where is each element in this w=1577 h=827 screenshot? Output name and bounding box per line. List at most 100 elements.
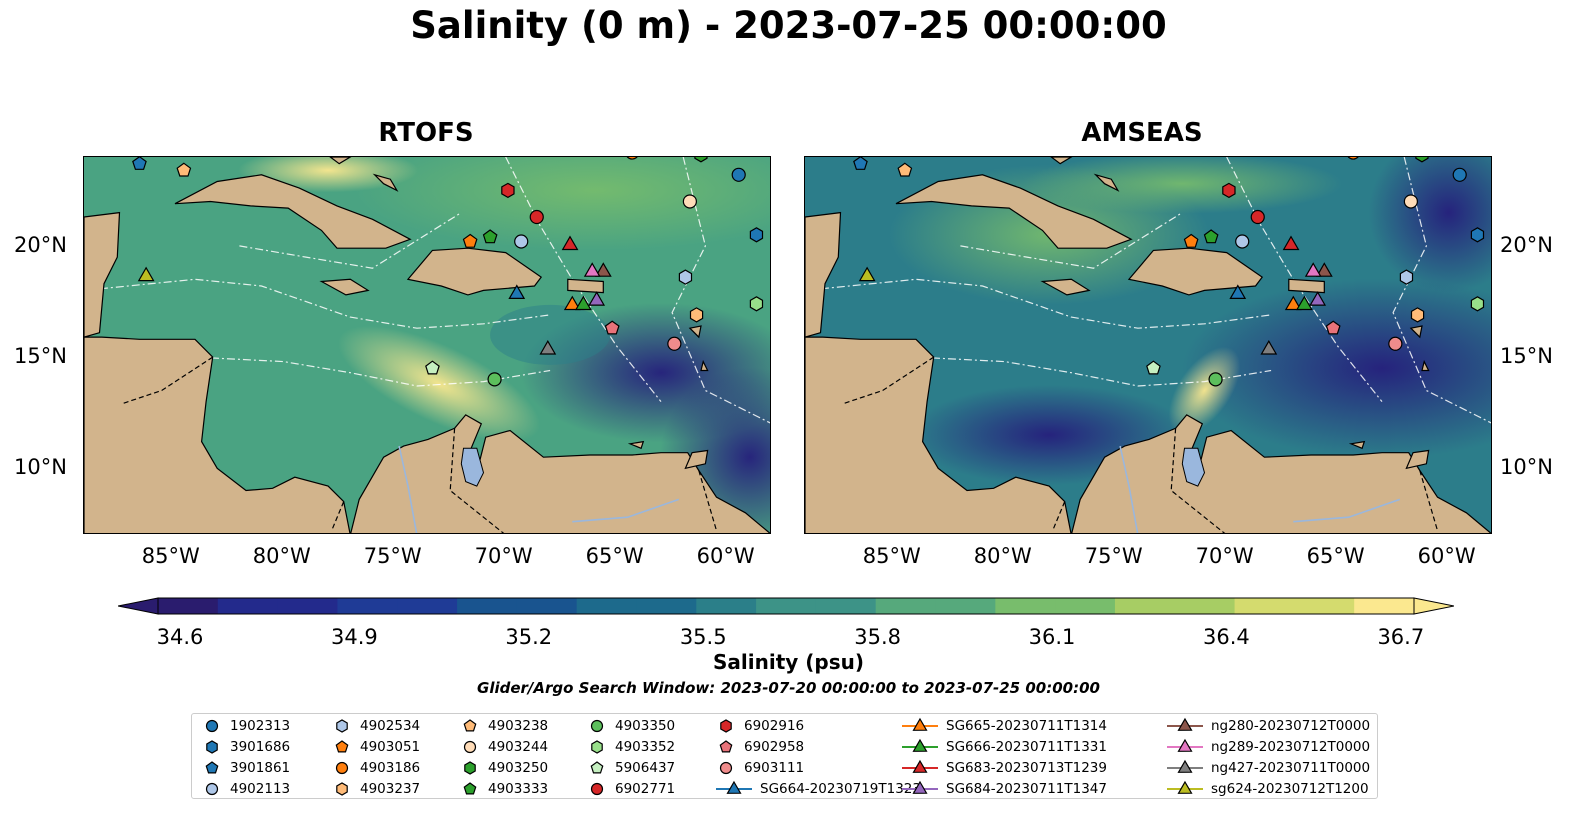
platform-marker-6902916 bbox=[1222, 182, 1236, 199]
triangle-icon bbox=[902, 780, 938, 794]
legend-label: 1902313 bbox=[230, 717, 291, 734]
legend-item: 1902313 bbox=[202, 715, 290, 736]
search-window-note: Glider/Argo Search Window: 2023-07-20 00… bbox=[477, 679, 1100, 697]
legend-label: SG664-20230719T1323 bbox=[760, 780, 921, 797]
legend-item: SG666-20230711T1331 bbox=[902, 736, 1107, 757]
legend-item: 4903237 bbox=[332, 778, 420, 799]
colorbar-bin bbox=[756, 598, 817, 614]
triangle-icon bbox=[1167, 717, 1203, 731]
legend-item: SG664-20230719T1323 bbox=[716, 778, 921, 799]
colorbar-bin bbox=[1174, 598, 1236, 614]
platform-marker-6903111 bbox=[667, 336, 682, 351]
triangle-icon bbox=[716, 780, 752, 794]
legend-label: 6902916 bbox=[744, 717, 805, 734]
legend-item: 6902771 bbox=[587, 778, 675, 799]
legend-label: ng289-20230712T0000 bbox=[1211, 738, 1371, 755]
platform-marker-6902958 bbox=[1325, 320, 1341, 335]
land-hispaniola bbox=[1127, 247, 1264, 296]
pentagon-icon bbox=[463, 781, 477, 794]
land-yucatan bbox=[84, 211, 121, 338]
legend-label: 6902771 bbox=[615, 780, 676, 797]
triangle-icon bbox=[902, 717, 938, 731]
legend-label: 4902534 bbox=[360, 717, 421, 734]
platform-marker-ng289-20230712T0000 bbox=[1304, 262, 1322, 277]
platform-marker-SG664-20230719T1323 bbox=[508, 284, 526, 299]
hexagon-icon bbox=[720, 718, 732, 733]
land-lesser2 bbox=[1409, 325, 1423, 339]
legend-item: 4903186 bbox=[332, 757, 420, 778]
platform-marker-4903238 bbox=[176, 162, 192, 177]
colorbar-bin bbox=[1055, 598, 1116, 614]
platform-marker-4903244 bbox=[682, 194, 697, 209]
legend-item: ng289-20230712T0000 bbox=[1167, 736, 1370, 757]
platform-marker-6903111 bbox=[1388, 336, 1403, 351]
land-hispaniola bbox=[406, 247, 543, 296]
lake-maracaibo bbox=[1181, 447, 1206, 487]
platform-marker-6902958 bbox=[604, 320, 620, 335]
amseas-lon-tick: 85°W bbox=[862, 544, 921, 568]
circle-icon bbox=[719, 761, 733, 774]
platform-marker-4903350 bbox=[487, 372, 502, 387]
map-rtofs bbox=[83, 156, 771, 534]
legend-label: 3901686 bbox=[230, 738, 291, 755]
platform-marker-4903250 bbox=[1415, 157, 1429, 163]
platform-marker-4902113 bbox=[514, 234, 529, 249]
land-puertorico bbox=[1288, 278, 1325, 294]
legend-item: sg624-20230712T1200 bbox=[1167, 778, 1369, 799]
platform-marker-4902534 bbox=[678, 269, 693, 285]
colorbar-bin bbox=[636, 598, 697, 614]
legend-item: 4902113 bbox=[202, 778, 290, 799]
colorbar-extend-high bbox=[1413, 597, 1455, 615]
legend-label: ng280-20230712T0000 bbox=[1211, 717, 1371, 734]
triangle-icon bbox=[1167, 738, 1203, 752]
circle-icon bbox=[205, 719, 219, 732]
colorbar-bin bbox=[158, 598, 219, 614]
platform-marker-4903350 bbox=[1208, 372, 1223, 387]
colorbar-bin bbox=[457, 598, 518, 614]
platform-marker-ng427-20230711T0000 bbox=[539, 339, 557, 355]
colorbar-tick-label: 34.9 bbox=[331, 625, 378, 649]
legend-item: 4903051 bbox=[332, 736, 420, 757]
legend-label: 6903111 bbox=[744, 759, 805, 776]
colorbar-bin bbox=[935, 598, 996, 614]
triangle-icon bbox=[1167, 759, 1203, 773]
colorbar-bin bbox=[397, 598, 458, 614]
colorbar-tick-label: 35.5 bbox=[679, 625, 727, 649]
colorbar-tick-label: 34.6 bbox=[156, 625, 204, 649]
legend-label: 4903350 bbox=[615, 717, 676, 734]
platform-marker-4903333 bbox=[1203, 229, 1219, 244]
colorbar bbox=[117, 596, 1455, 620]
legend-item: SG683-20230713T1239 bbox=[902, 757, 1107, 778]
amseas-lon-tick: 60°W bbox=[1417, 544, 1476, 568]
platform-marker-SG666-20230711T1331 bbox=[1295, 295, 1313, 311]
legend-item: 4902534 bbox=[332, 715, 420, 736]
pentagon-icon bbox=[719, 739, 733, 752]
platform-marker-ng289-20230712T0000 bbox=[583, 262, 601, 277]
legend-item: 4903333 bbox=[460, 778, 548, 799]
land-cuba bbox=[174, 174, 412, 249]
rtofs-lon-tick: 85°W bbox=[141, 544, 200, 568]
colorbar-bin bbox=[696, 598, 757, 614]
platform-marker-3901861 bbox=[853, 157, 868, 170]
rtofs-lat-tick: 15°N bbox=[14, 344, 67, 369]
platform-marker-SG684-20230711T1347 bbox=[588, 291, 606, 306]
legend-label: 4903250 bbox=[488, 759, 549, 776]
circle-icon bbox=[590, 719, 604, 732]
legend-item: 4903250 bbox=[460, 757, 548, 778]
land-bahamas2 bbox=[372, 173, 399, 192]
platform-marker-4903250 bbox=[694, 157, 708, 163]
amseas-lon-tick: 65°W bbox=[1306, 544, 1365, 568]
land-lesser1 bbox=[1421, 359, 1430, 372]
colorbar-bin bbox=[1354, 598, 1415, 614]
platform-marker-4903352 bbox=[1470, 296, 1485, 312]
platform-marker-6902771 bbox=[1250, 209, 1265, 225]
colorbar-bin bbox=[1294, 598, 1355, 614]
platform-marker-ng427-20230711T0000 bbox=[1260, 339, 1278, 355]
rtofs-lon-tick: 70°W bbox=[474, 544, 533, 568]
legend-item: 3901686 bbox=[202, 736, 290, 757]
amseas-lat-tick: 10°N bbox=[1500, 455, 1553, 480]
legend-label: 4903237 bbox=[360, 780, 421, 797]
legend-item: 6902958 bbox=[716, 736, 804, 757]
hexagon-icon bbox=[591, 739, 603, 754]
platform-marker-4903051 bbox=[1183, 233, 1199, 248]
